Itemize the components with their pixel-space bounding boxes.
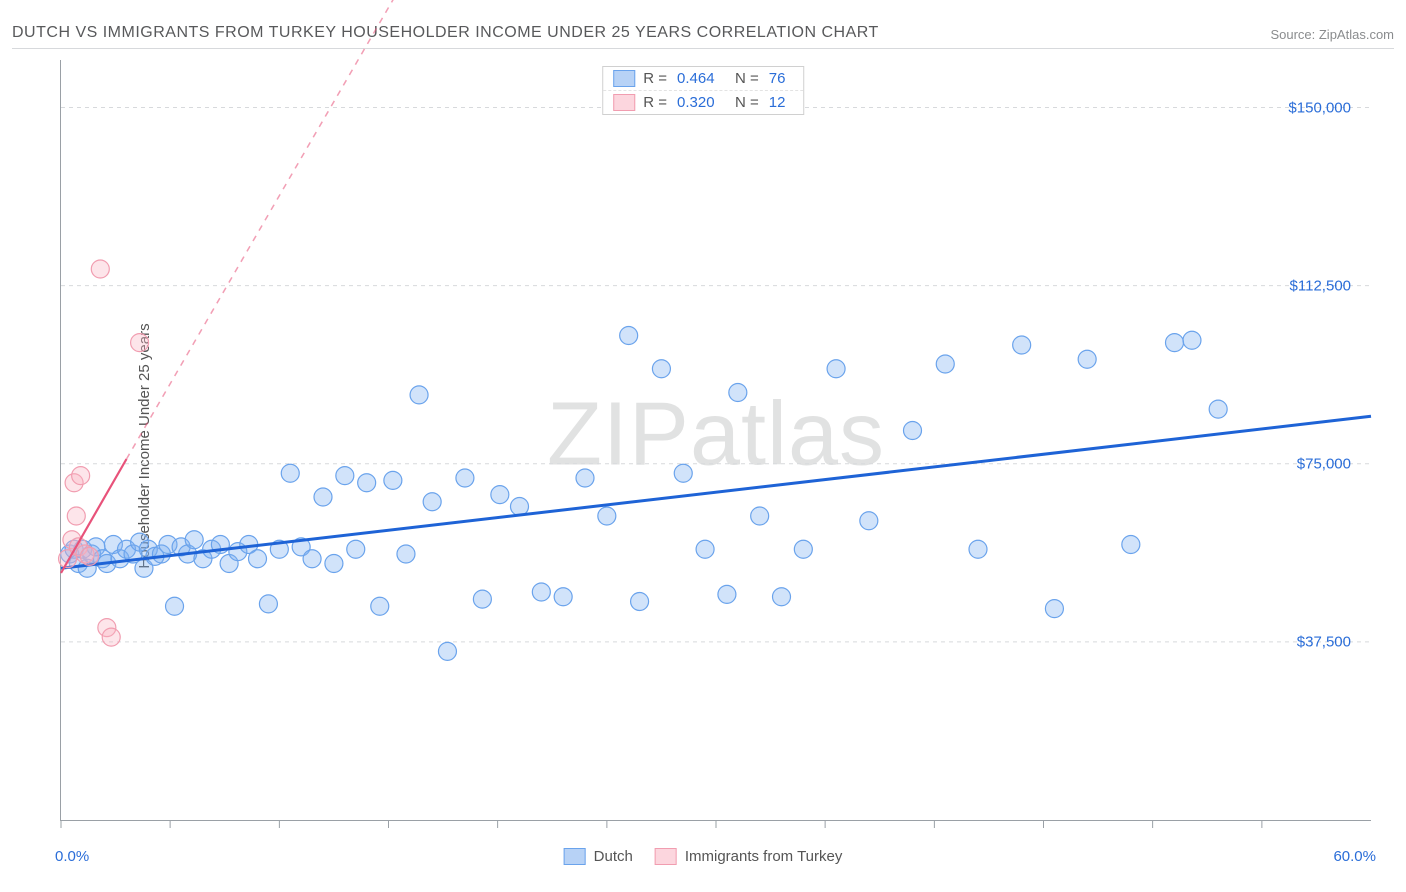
legend-item: Immigrants from Turkey xyxy=(655,848,843,865)
legend-r-value: 0.320 xyxy=(677,94,727,111)
legend-swatch xyxy=(564,848,586,865)
data-point xyxy=(102,628,120,646)
data-point xyxy=(1166,334,1184,352)
data-point xyxy=(1045,600,1063,618)
data-point xyxy=(185,531,203,549)
data-point xyxy=(751,507,769,525)
data-point xyxy=(729,384,747,402)
data-point xyxy=(336,467,354,485)
data-point xyxy=(80,547,98,565)
plot-svg xyxy=(61,60,1371,820)
data-point xyxy=(456,469,474,487)
data-point xyxy=(303,550,321,568)
data-point xyxy=(281,464,299,482)
data-point xyxy=(511,498,529,516)
data-point xyxy=(969,540,987,558)
trend-line xyxy=(61,416,1371,568)
data-point xyxy=(423,493,441,511)
data-point xyxy=(1078,350,1096,368)
data-point xyxy=(249,550,267,568)
data-point xyxy=(904,422,922,440)
data-point xyxy=(1209,400,1227,418)
data-point xyxy=(631,593,649,611)
correlation-legend: R = 0.464 N = 76 R = 0.320 N = 12 xyxy=(602,66,804,115)
title-bar: DUTCH VS IMMIGRANTS FROM TURKEY HOUSEHOL… xyxy=(12,18,1394,49)
data-point xyxy=(259,595,277,613)
data-point xyxy=(1013,336,1031,354)
data-point xyxy=(397,545,415,563)
data-point xyxy=(827,360,845,378)
data-point xyxy=(166,597,184,615)
chart-container: DUTCH VS IMMIGRANTS FROM TURKEY HOUSEHOL… xyxy=(0,0,1406,892)
data-point xyxy=(696,540,714,558)
data-point xyxy=(347,540,365,558)
legend-row: R = 0.464 N = 76 xyxy=(603,67,803,91)
legend-n-label: N = xyxy=(735,94,759,111)
data-point xyxy=(936,355,954,373)
data-point xyxy=(860,512,878,530)
data-point xyxy=(371,597,389,615)
data-point xyxy=(131,334,149,352)
series-legend: Dutch Immigrants from Turkey xyxy=(564,848,843,865)
data-point xyxy=(314,488,332,506)
data-point xyxy=(1122,536,1140,554)
legend-swatch xyxy=(655,848,677,865)
x-axis-max-label: 60.0% xyxy=(1333,848,1376,865)
chart-title: DUTCH VS IMMIGRANTS FROM TURKEY HOUSEHOL… xyxy=(12,24,879,42)
legend-r-label: R = xyxy=(643,70,667,87)
data-point xyxy=(473,590,491,608)
source-label: Source: ZipAtlas.com xyxy=(1270,27,1394,42)
legend-item: Dutch xyxy=(564,848,633,865)
data-point xyxy=(773,588,791,606)
legend-row: R = 0.320 N = 12 xyxy=(603,91,803,114)
data-point xyxy=(652,360,670,378)
data-point xyxy=(358,474,376,492)
data-point xyxy=(576,469,594,487)
legend-n-value: 12 xyxy=(769,94,793,111)
y-tick-label: $37,500 xyxy=(1297,633,1351,650)
data-point xyxy=(598,507,616,525)
y-tick-label: $112,500 xyxy=(1290,277,1351,294)
legend-n-value: 76 xyxy=(769,70,793,87)
data-point xyxy=(532,583,550,601)
data-point xyxy=(384,471,402,489)
data-point xyxy=(325,555,343,573)
data-point xyxy=(91,260,109,278)
data-point xyxy=(410,386,428,404)
data-point xyxy=(491,486,509,504)
legend-swatch xyxy=(613,70,635,87)
plot-area: ZIPatlas $37,500$75,000$112,500$150,000 xyxy=(60,60,1371,821)
trend-line-dashed xyxy=(127,0,400,459)
data-point xyxy=(1183,331,1201,349)
legend-label: Immigrants from Turkey xyxy=(685,848,843,865)
data-point xyxy=(438,642,456,660)
data-point xyxy=(794,540,812,558)
data-point xyxy=(620,327,638,345)
legend-swatch xyxy=(613,94,635,111)
legend-r-value: 0.464 xyxy=(677,70,727,87)
legend-label: Dutch xyxy=(594,848,633,865)
y-tick-label: $150,000 xyxy=(1288,99,1351,116)
data-point xyxy=(554,588,572,606)
legend-r-label: R = xyxy=(643,94,667,111)
data-point xyxy=(67,507,85,525)
data-point xyxy=(674,464,692,482)
y-tick-label: $75,000 xyxy=(1297,455,1351,472)
x-axis-min-label: 0.0% xyxy=(55,848,89,865)
data-point xyxy=(72,467,90,485)
legend-n-label: N = xyxy=(735,70,759,87)
data-point xyxy=(718,585,736,603)
